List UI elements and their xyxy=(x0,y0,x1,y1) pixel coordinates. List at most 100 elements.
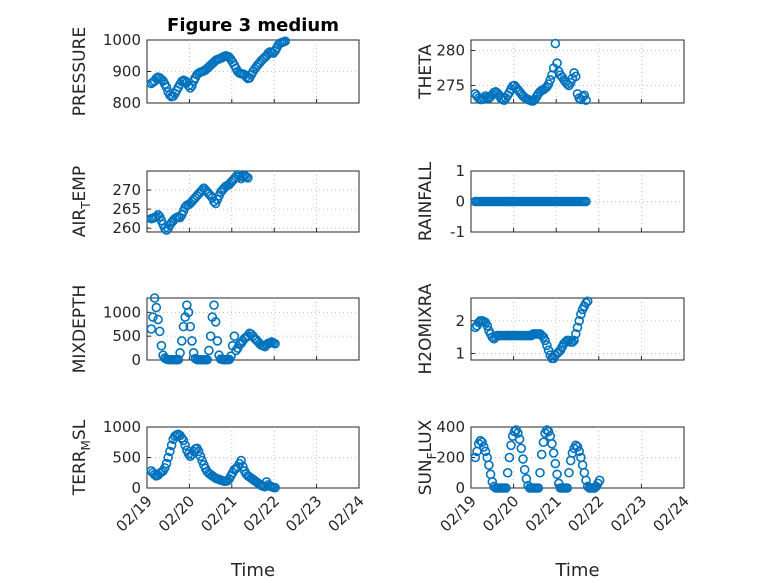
x-tick-label: 02/20 xyxy=(155,492,198,535)
data-point xyxy=(548,448,559,458)
data-point xyxy=(564,467,574,478)
data-point xyxy=(151,302,162,313)
y-tick-label: 265 xyxy=(112,200,141,218)
data-point xyxy=(516,443,527,454)
data-point xyxy=(477,437,487,448)
x-tick-label: 02/21 xyxy=(522,492,565,535)
data-point xyxy=(229,331,240,341)
y-tick-label: 280 xyxy=(436,42,465,60)
data-point xyxy=(270,338,280,349)
data-point xyxy=(156,340,167,351)
data-point xyxy=(187,336,197,346)
y-tick-label: 0 xyxy=(455,479,465,497)
data-point xyxy=(567,337,578,347)
y-tick-label: 900 xyxy=(112,63,141,81)
y-tick-label: 1000 xyxy=(103,418,141,436)
data-point xyxy=(183,80,194,91)
y-axis-label: AIRTEMP xyxy=(70,166,93,237)
data-point xyxy=(480,446,491,457)
subplot-5: 1 2 H2OMIXRA xyxy=(416,283,685,375)
data-point xyxy=(501,483,511,493)
data-point xyxy=(552,469,562,480)
data-point xyxy=(280,36,291,47)
figure-title: Figure 3 medium xyxy=(167,15,339,36)
data-point xyxy=(210,317,221,327)
y-tick-label: 1 xyxy=(455,344,465,362)
y-tick-label: 400 xyxy=(436,418,465,436)
y-axis-label: PRESSURE xyxy=(70,27,90,116)
x-axis-label: Time xyxy=(554,560,599,581)
x-tick-label: 02/23 xyxy=(607,492,650,535)
x-tick-label: 02/20 xyxy=(479,492,522,535)
y-tick-label: 500 xyxy=(112,327,141,345)
x-tick-label: 02/19 xyxy=(437,492,480,535)
data-point xyxy=(543,345,554,356)
data-point xyxy=(519,464,530,475)
data-point xyxy=(183,307,194,318)
data-point xyxy=(569,335,579,346)
y-tick-label: 1000 xyxy=(103,31,141,49)
data-point xyxy=(581,196,591,207)
data-point xyxy=(270,482,280,493)
data-point xyxy=(487,332,498,342)
data-point xyxy=(540,335,550,346)
data-point xyxy=(518,454,528,464)
subplot-6: 0 500 1000 TERRMSL 02/19 02/20 02/21 02/22 02/23… xyxy=(70,418,368,581)
data-point xyxy=(180,440,190,451)
data-point xyxy=(176,336,187,346)
data-point xyxy=(149,293,160,303)
data-point xyxy=(148,312,158,322)
data-point xyxy=(178,435,189,446)
data-point xyxy=(545,75,556,85)
data-point xyxy=(226,351,236,361)
data-point xyxy=(572,442,583,452)
data-point xyxy=(161,458,172,469)
y-tick-label: 0 xyxy=(131,479,141,497)
y-tick-label: 0 xyxy=(131,351,141,369)
data-point xyxy=(146,324,157,334)
y-axis-label: MIXDEPTH xyxy=(70,285,90,374)
data-point xyxy=(482,320,492,331)
data-point xyxy=(205,331,216,341)
data-point xyxy=(238,171,248,182)
data-point xyxy=(153,314,163,325)
data-point xyxy=(195,451,206,462)
data-point xyxy=(581,95,591,105)
data-point xyxy=(193,446,204,457)
data-point xyxy=(562,483,573,493)
subplot-3: -1 0 1 RAINFALL xyxy=(416,161,685,241)
y-tick-label: 260 xyxy=(112,219,141,237)
data-point xyxy=(178,321,189,332)
y-tick-label: 2 xyxy=(455,312,465,330)
data-point xyxy=(521,474,532,484)
y-tick-label: 800 xyxy=(112,94,141,112)
y-tick-label: 200 xyxy=(436,449,465,467)
data-point xyxy=(574,446,585,457)
y-tick-label: 1000 xyxy=(103,303,141,321)
data-point xyxy=(160,463,170,473)
data-point xyxy=(209,300,219,310)
y-axis-label: RAINFALL xyxy=(416,161,436,241)
y-tick-label: -1 xyxy=(450,223,465,241)
data-point xyxy=(236,455,246,466)
data-point xyxy=(197,455,207,466)
data-point xyxy=(506,440,516,451)
data-point xyxy=(576,309,586,320)
y-tick-label: 1 xyxy=(455,162,465,180)
data-point xyxy=(173,354,184,365)
data-point xyxy=(175,348,185,358)
x-tick-label: 02/19 xyxy=(113,492,156,535)
data-point xyxy=(484,460,494,470)
data-point xyxy=(543,426,554,437)
data-point xyxy=(550,458,561,469)
y-axis-label: THETA xyxy=(416,44,436,100)
data-point xyxy=(570,71,581,82)
x-tick-label: 02/21 xyxy=(197,492,240,535)
x-axis-label: Time xyxy=(230,560,275,581)
data-point xyxy=(185,321,196,332)
data-point xyxy=(202,354,213,365)
x-tick-label: 02/24 xyxy=(650,492,693,535)
